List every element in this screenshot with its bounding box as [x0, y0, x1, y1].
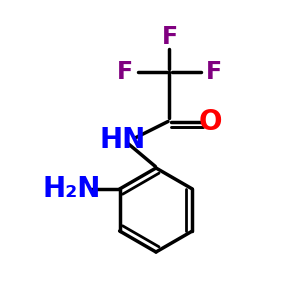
Text: F: F — [206, 60, 222, 84]
Text: H₂N: H₂N — [42, 175, 101, 203]
Text: F: F — [117, 60, 134, 84]
Text: F: F — [161, 25, 178, 49]
Text: HN: HN — [100, 125, 146, 154]
Text: O: O — [198, 107, 222, 136]
